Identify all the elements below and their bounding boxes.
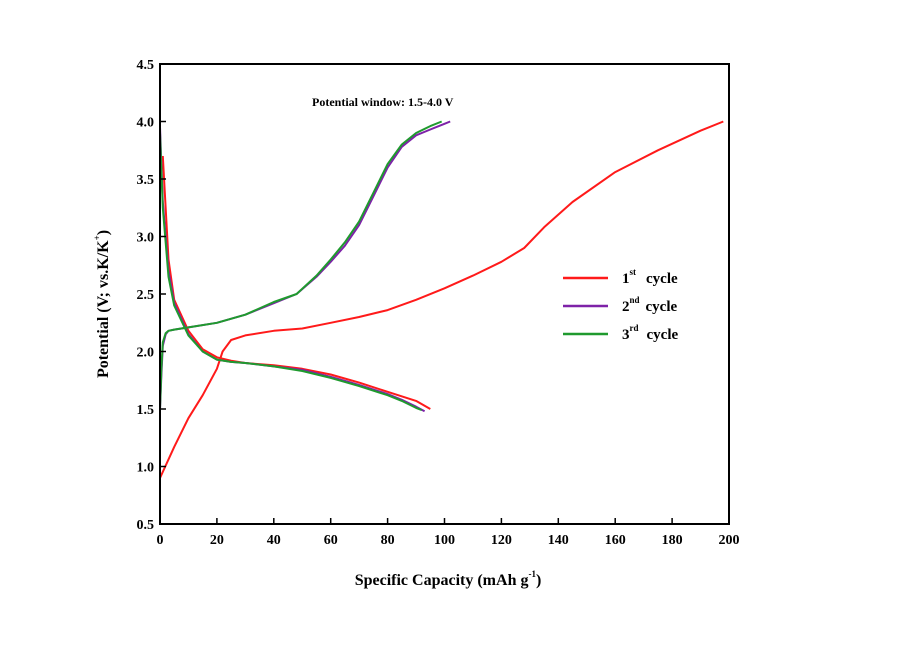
- legend-label-1st-cycle: 1st cycle: [622, 267, 678, 287]
- legend-label-2nd-cycle: 2nd cycle: [622, 295, 677, 315]
- x-tick-label: 140: [548, 533, 569, 548]
- x-tick-label: 60: [324, 533, 338, 548]
- legend: 1st cycle 2nd cycle 3rd cycle: [563, 267, 678, 343]
- x-tick-label: 80: [381, 533, 395, 548]
- x-tick-label: 120: [491, 533, 512, 548]
- y-tick-label: 2.0: [137, 346, 155, 361]
- y-tick-label: 3.5: [137, 173, 155, 188]
- series-line-3rd-cycle-charge: [159, 120, 443, 410]
- y-axis-title: Potential (V; vs.K/K+): [92, 230, 112, 378]
- annotation: Potential window: 1.5-4.0 V: [312, 95, 454, 109]
- x-tick-label: 0: [157, 533, 164, 548]
- legend-label-3rd-cycle: 3rd cycle: [622, 323, 678, 343]
- y-tick-label: 0.5: [137, 518, 155, 533]
- y-tick-label: 4.0: [137, 116, 155, 131]
- y-tick-label: 4.5: [137, 58, 155, 73]
- series-line-3rd-cycle-discharge: [159, 132, 423, 412]
- x-tick-label: 180: [662, 533, 683, 548]
- series-line-2nd-cycle-charge: [159, 120, 451, 410]
- series-layer: [159, 120, 724, 479]
- y-tick-label: 1.0: [137, 461, 155, 476]
- ticks-layer: 0 20 40 60 80 100 120 140 160 180 200 0.5 1.0 1.5 2.0 2…: [137, 58, 740, 548]
- x-tick-label: 200: [719, 533, 740, 548]
- x-axis-title: Specific Capacity (mAh g-1): [355, 569, 542, 589]
- series-line-1st-cycle-charge: [159, 120, 724, 479]
- x-tick-label: 160: [605, 533, 626, 548]
- x-tick-label: 100: [434, 533, 455, 548]
- x-tick-label: 40: [267, 533, 281, 548]
- y-tick-label: 1.5: [137, 403, 155, 418]
- plot-frame: [159, 63, 730, 525]
- y-tick-label: 2.5: [137, 288, 155, 303]
- y-tick-label: 3.0: [137, 231, 155, 246]
- x-tick-label: 20: [210, 533, 224, 548]
